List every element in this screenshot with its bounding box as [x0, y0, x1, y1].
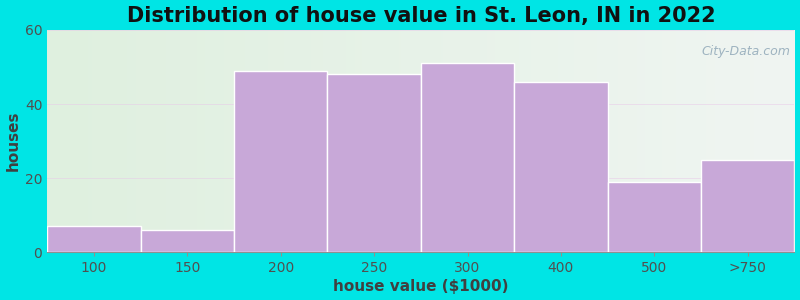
Y-axis label: houses: houses — [6, 111, 21, 171]
Bar — [514, 82, 608, 252]
X-axis label: house value ($1000): house value ($1000) — [333, 279, 509, 294]
Text: City-Data.com: City-Data.com — [702, 46, 790, 59]
Bar — [608, 182, 701, 252]
Bar — [234, 71, 327, 252]
Bar — [701, 160, 794, 252]
Bar — [47, 226, 141, 252]
Bar — [327, 74, 421, 252]
Title: Distribution of house value in St. Leon, IN in 2022: Distribution of house value in St. Leon,… — [126, 6, 715, 26]
Bar — [421, 63, 514, 252]
Bar — [141, 230, 234, 252]
